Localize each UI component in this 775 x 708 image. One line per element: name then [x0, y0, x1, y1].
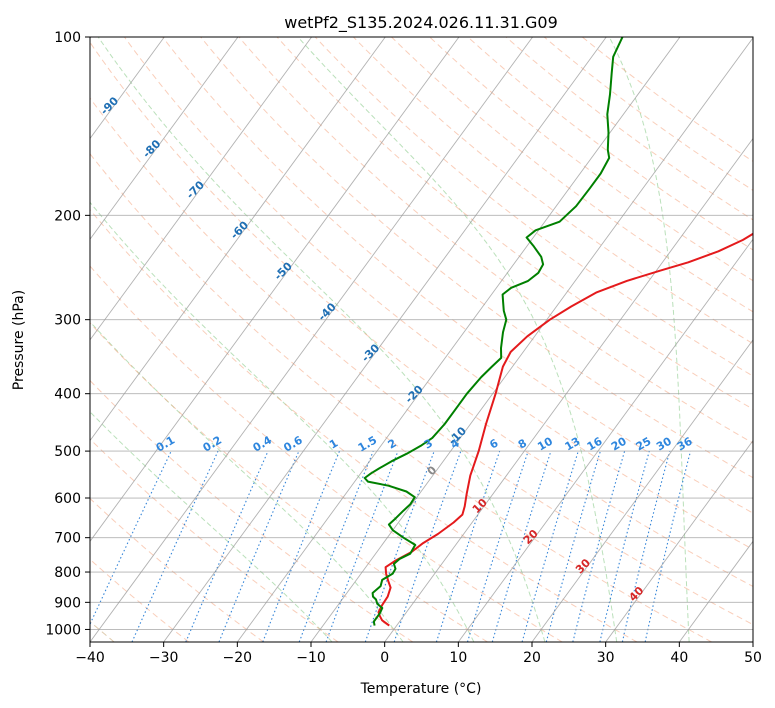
y-tick-label: 900	[54, 595, 81, 611]
y-tick-label: 1000	[45, 622, 81, 638]
y-tick-label: 800	[54, 565, 81, 581]
y-tick-label: 300	[54, 313, 81, 329]
y-tick-label: 100	[54, 30, 81, 46]
temperature-line	[377, 232, 753, 627]
dewpoint-line	[363, 37, 624, 626]
isotherm-line	[163, 37, 607, 642]
dry-adiabat-line	[314, 37, 753, 377]
y-tick-label: 400	[54, 387, 81, 403]
x-axis: −40 −30 −20 −10 0 10 20 30 40 50	[75, 642, 762, 666]
dry-adiabat-line	[200, 37, 753, 479]
plot-frame	[89, 36, 754, 643]
x-tick-label: 50	[744, 650, 762, 666]
isotherm-line	[605, 439, 753, 642]
dry-adiabat-line	[90, 265, 563, 642]
mixing-ratio-line	[491, 450, 552, 642]
moist-adiabat-line	[90, 411, 333, 642]
isotherm-line	[90, 37, 533, 642]
x-tick-label: 20	[523, 650, 541, 666]
mixing-ratio-line	[545, 450, 601, 642]
dry-adiabat-line	[90, 153, 712, 642]
dry-adiabat-line	[90, 497, 264, 642]
mixing-ratio-line	[325, 450, 399, 642]
mixing-ratio-lines	[90, 450, 692, 642]
x-tick-label: −20	[223, 650, 253, 666]
mixing-ratio-line	[298, 450, 374, 642]
dry-adiabat-line	[90, 379, 414, 642]
plot-area: 0.10.20.40.611.52346810131620253036-100-…	[90, 37, 753, 642]
sounding-series	[363, 37, 753, 627]
x-tick-label: −40	[75, 650, 105, 666]
moist-adiabat-line	[297, 37, 618, 642]
mixing-ratio-line	[521, 450, 579, 642]
y-tick-label: 500	[54, 444, 81, 460]
y-axis: 100 200 300 400 500 600 700 800 900 1000	[45, 30, 90, 638]
dry-adiabats	[90, 37, 753, 642]
isotherm-line	[531, 339, 753, 642]
mixing-ratio-line	[572, 450, 626, 642]
y-tick-label: 700	[54, 531, 81, 547]
moist-adiabats	[90, 37, 690, 642]
pressure-gridlines	[90, 37, 753, 630]
x-tick-label: 10	[449, 650, 467, 666]
mixing-ratio-line	[262, 450, 341, 642]
moist-adiabat-line	[90, 320, 404, 642]
y-tick-label: 600	[54, 491, 81, 507]
mixing-ratio-line	[599, 450, 650, 642]
mixing-ratio-line	[466, 450, 529, 642]
mixing-ratio-line	[435, 450, 501, 642]
x-tick-label: 0	[380, 650, 389, 666]
isotherm-line	[90, 37, 165, 140]
moist-adiabat-line	[608, 37, 690, 642]
isotherm-line	[236, 37, 681, 642]
x-tick-label: 40	[670, 650, 688, 666]
dry-adiabat-line	[390, 37, 753, 313]
mixing-ratio-line	[621, 450, 671, 642]
x-tick-label: −30	[149, 650, 179, 666]
y-tick-label: 200	[54, 208, 81, 224]
x-tick-label: −10	[296, 650, 326, 666]
mixing-ratio-line	[185, 450, 269, 642]
dry-adiabat-line	[90, 41, 753, 588]
dry-adiabat-line	[352, 37, 753, 345]
y-axis-label: Pressure (hPa)	[11, 290, 27, 390]
moist-adiabat-line	[90, 201, 475, 642]
isotherm-line	[310, 37, 753, 642]
x-axis-label: Temperature (°C)	[360, 681, 482, 697]
dry-adiabat-line	[161, 37, 753, 514]
mixing-ratio-line	[218, 450, 300, 642]
x-tick-label: 30	[597, 650, 615, 666]
moist-adiabat-line	[97, 37, 546, 642]
isotherm-line	[384, 137, 753, 642]
mixing-ratio-line	[364, 450, 435, 642]
dry-adiabat-line	[90, 97, 753, 626]
isotherm-line	[90, 37, 386, 442]
dry-adiabat-line	[123, 37, 753, 550]
isotherm-line	[457, 238, 753, 642]
chart-title: wetPf2_S135.2024.026.11.31.G09	[284, 13, 558, 33]
dry-adiabat-line	[90, 322, 488, 642]
isotherm-line	[90, 37, 239, 240]
